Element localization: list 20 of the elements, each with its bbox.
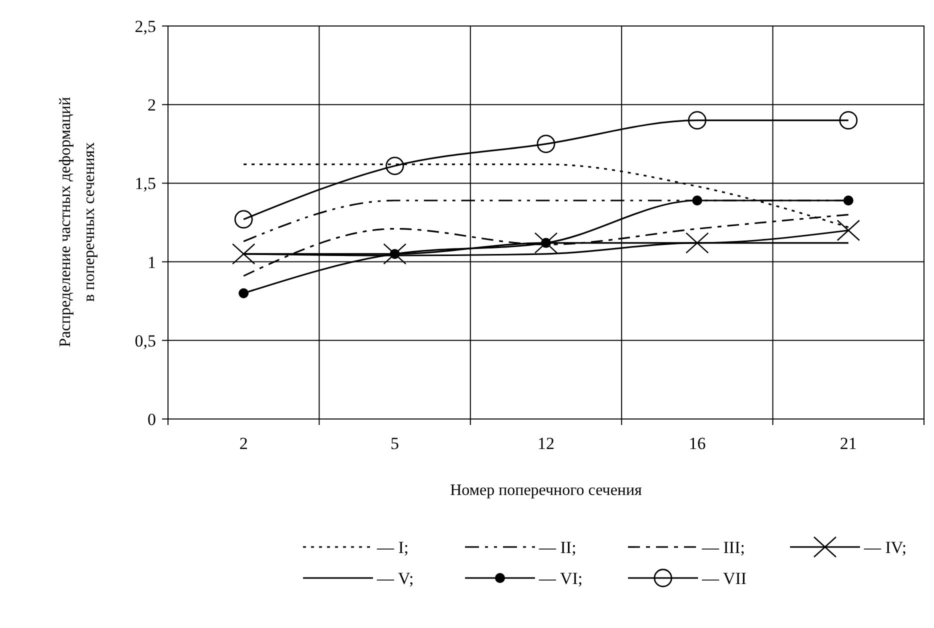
legend-label: — VI; [538, 568, 583, 588]
y-tick-label: 2,5 [134, 16, 156, 36]
legend-label: — IV; [863, 538, 907, 557]
y-tick-label: 0,5 [134, 331, 156, 350]
x-tick-label: 21 [840, 434, 857, 453]
legend-label: — I; [376, 538, 409, 557]
x-tick-label: 16 [688, 434, 706, 453]
y-tick-label: 0 [148, 410, 156, 429]
y-tick-label: 2 [148, 96, 156, 115]
x-tick-label: 5 [390, 434, 400, 453]
legend-label: — VII [701, 568, 747, 588]
x-axis-title: Номер поперечного сечения [450, 482, 643, 499]
legend-label: — II; [538, 538, 576, 557]
y-tick-label: 1 [148, 252, 156, 272]
legend-label: — V; [376, 568, 414, 588]
x-tick-label: 2 [239, 434, 248, 453]
x-tick-label: 12 [538, 434, 554, 453]
legend-label: — III; [701, 538, 745, 557]
y-tick-label: 1,5 [134, 174, 156, 194]
y-axis-title: Распределение частных деформаций в поперечных сечениях [57, 96, 98, 348]
